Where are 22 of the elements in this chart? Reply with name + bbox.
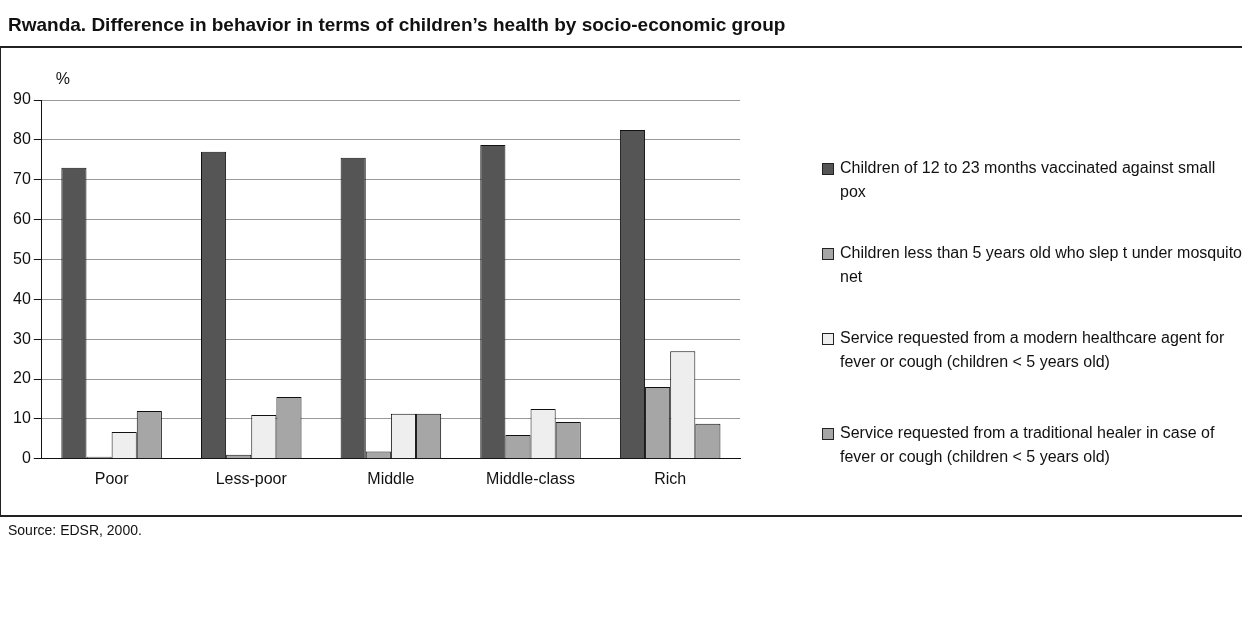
y-tick-label: 90 bbox=[13, 90, 31, 108]
legend-label: Service requested from a traditional healer in case of fever or cough (children < 5 years old) bbox=[840, 423, 1216, 467]
y-tick-label: 80 bbox=[13, 130, 31, 148]
y-axis-title: % bbox=[55, 70, 71, 88]
chart-title: Rwanda. Difference in behavior in terms of children’s health by socio-economic group bbox=[8, 14, 786, 36]
y-tick-label: 60 bbox=[13, 210, 31, 228]
x-tick-label: Poor bbox=[94, 469, 130, 487]
x-tick-label: Middle-class bbox=[486, 469, 575, 487]
y-tick-label: 30 bbox=[13, 329, 31, 347]
y-tick-label: 40 bbox=[13, 289, 31, 307]
y-tick-label: 0 bbox=[21, 449, 31, 467]
y-tick-label: 10 bbox=[13, 409, 31, 427]
y-tick-label: 20 bbox=[13, 369, 31, 387]
source-note: Source: EDSR, 2000. bbox=[8, 522, 142, 538]
legend-label: Children less than 5 years old who slep t under mosquito net bbox=[840, 243, 1242, 287]
x-tick-label: Rich bbox=[654, 469, 687, 487]
y-tick-label: 70 bbox=[13, 170, 31, 188]
legend-label: Service requested from a modern healthcare agent for fever or cough (children < 5 years old) bbox=[840, 328, 1226, 372]
y-tick-label: 50 bbox=[13, 249, 31, 267]
x-tick-label: Less-poor bbox=[215, 469, 288, 487]
x-tick-label: Middle bbox=[367, 469, 415, 487]
legend-label: Children of 12 to 23 months vaccinated against small pox bbox=[840, 158, 1217, 202]
